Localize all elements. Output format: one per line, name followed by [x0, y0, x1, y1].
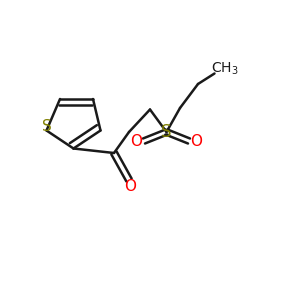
Text: O: O	[190, 134, 202, 149]
Text: CH$_3$: CH$_3$	[211, 61, 239, 77]
Text: S: S	[42, 119, 51, 134]
Text: S: S	[161, 123, 172, 141]
Text: O: O	[124, 179, 136, 194]
Text: O: O	[130, 134, 142, 149]
